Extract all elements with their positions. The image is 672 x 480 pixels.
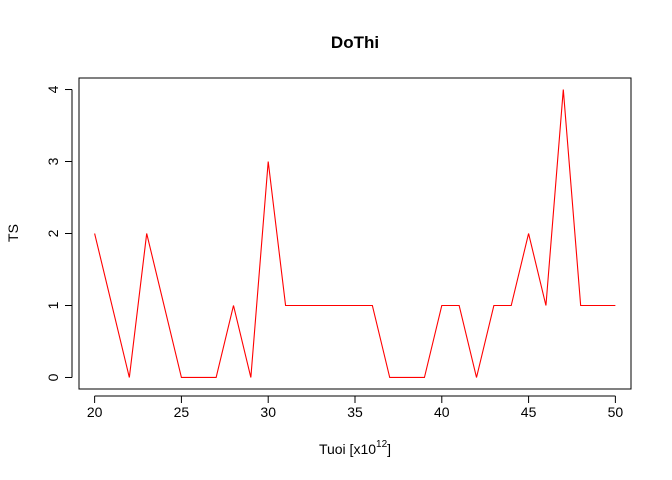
x-tick-label: 25 [174,404,190,420]
x-tick-label: 30 [260,404,276,420]
series-layer [94,89,616,379]
x-tick-label: 35 [347,404,363,420]
y-tick-label: 2 [45,229,61,237]
x-axis-label: Tuoi [x1012] [319,439,391,457]
x-tick-label: 50 [608,404,624,420]
x-axis-label-text: Tuoi [x10 [319,441,376,457]
y-tick-label: 4 [45,85,61,93]
x-tick-label: 45 [521,404,537,420]
plot-frame [78,77,632,390]
y-tick-label: 0 [45,373,61,381]
x-axis-label-superscript: 12 [376,439,388,450]
y-axis: 0 1 2 3 4 [45,85,73,381]
x-tick-label: 40 [434,404,450,420]
y-tick-label: 3 [45,157,61,165]
y-tick-label: 1 [45,301,61,309]
series-line [94,89,616,379]
chart-title: DoThi [331,33,379,52]
y-axis-label: TS [5,224,21,242]
x-axis: 20 25 30 35 40 45 50 [87,395,624,420]
x-tick-label: 20 [87,404,103,420]
x-axis-label-suffix: ] [387,441,391,457]
